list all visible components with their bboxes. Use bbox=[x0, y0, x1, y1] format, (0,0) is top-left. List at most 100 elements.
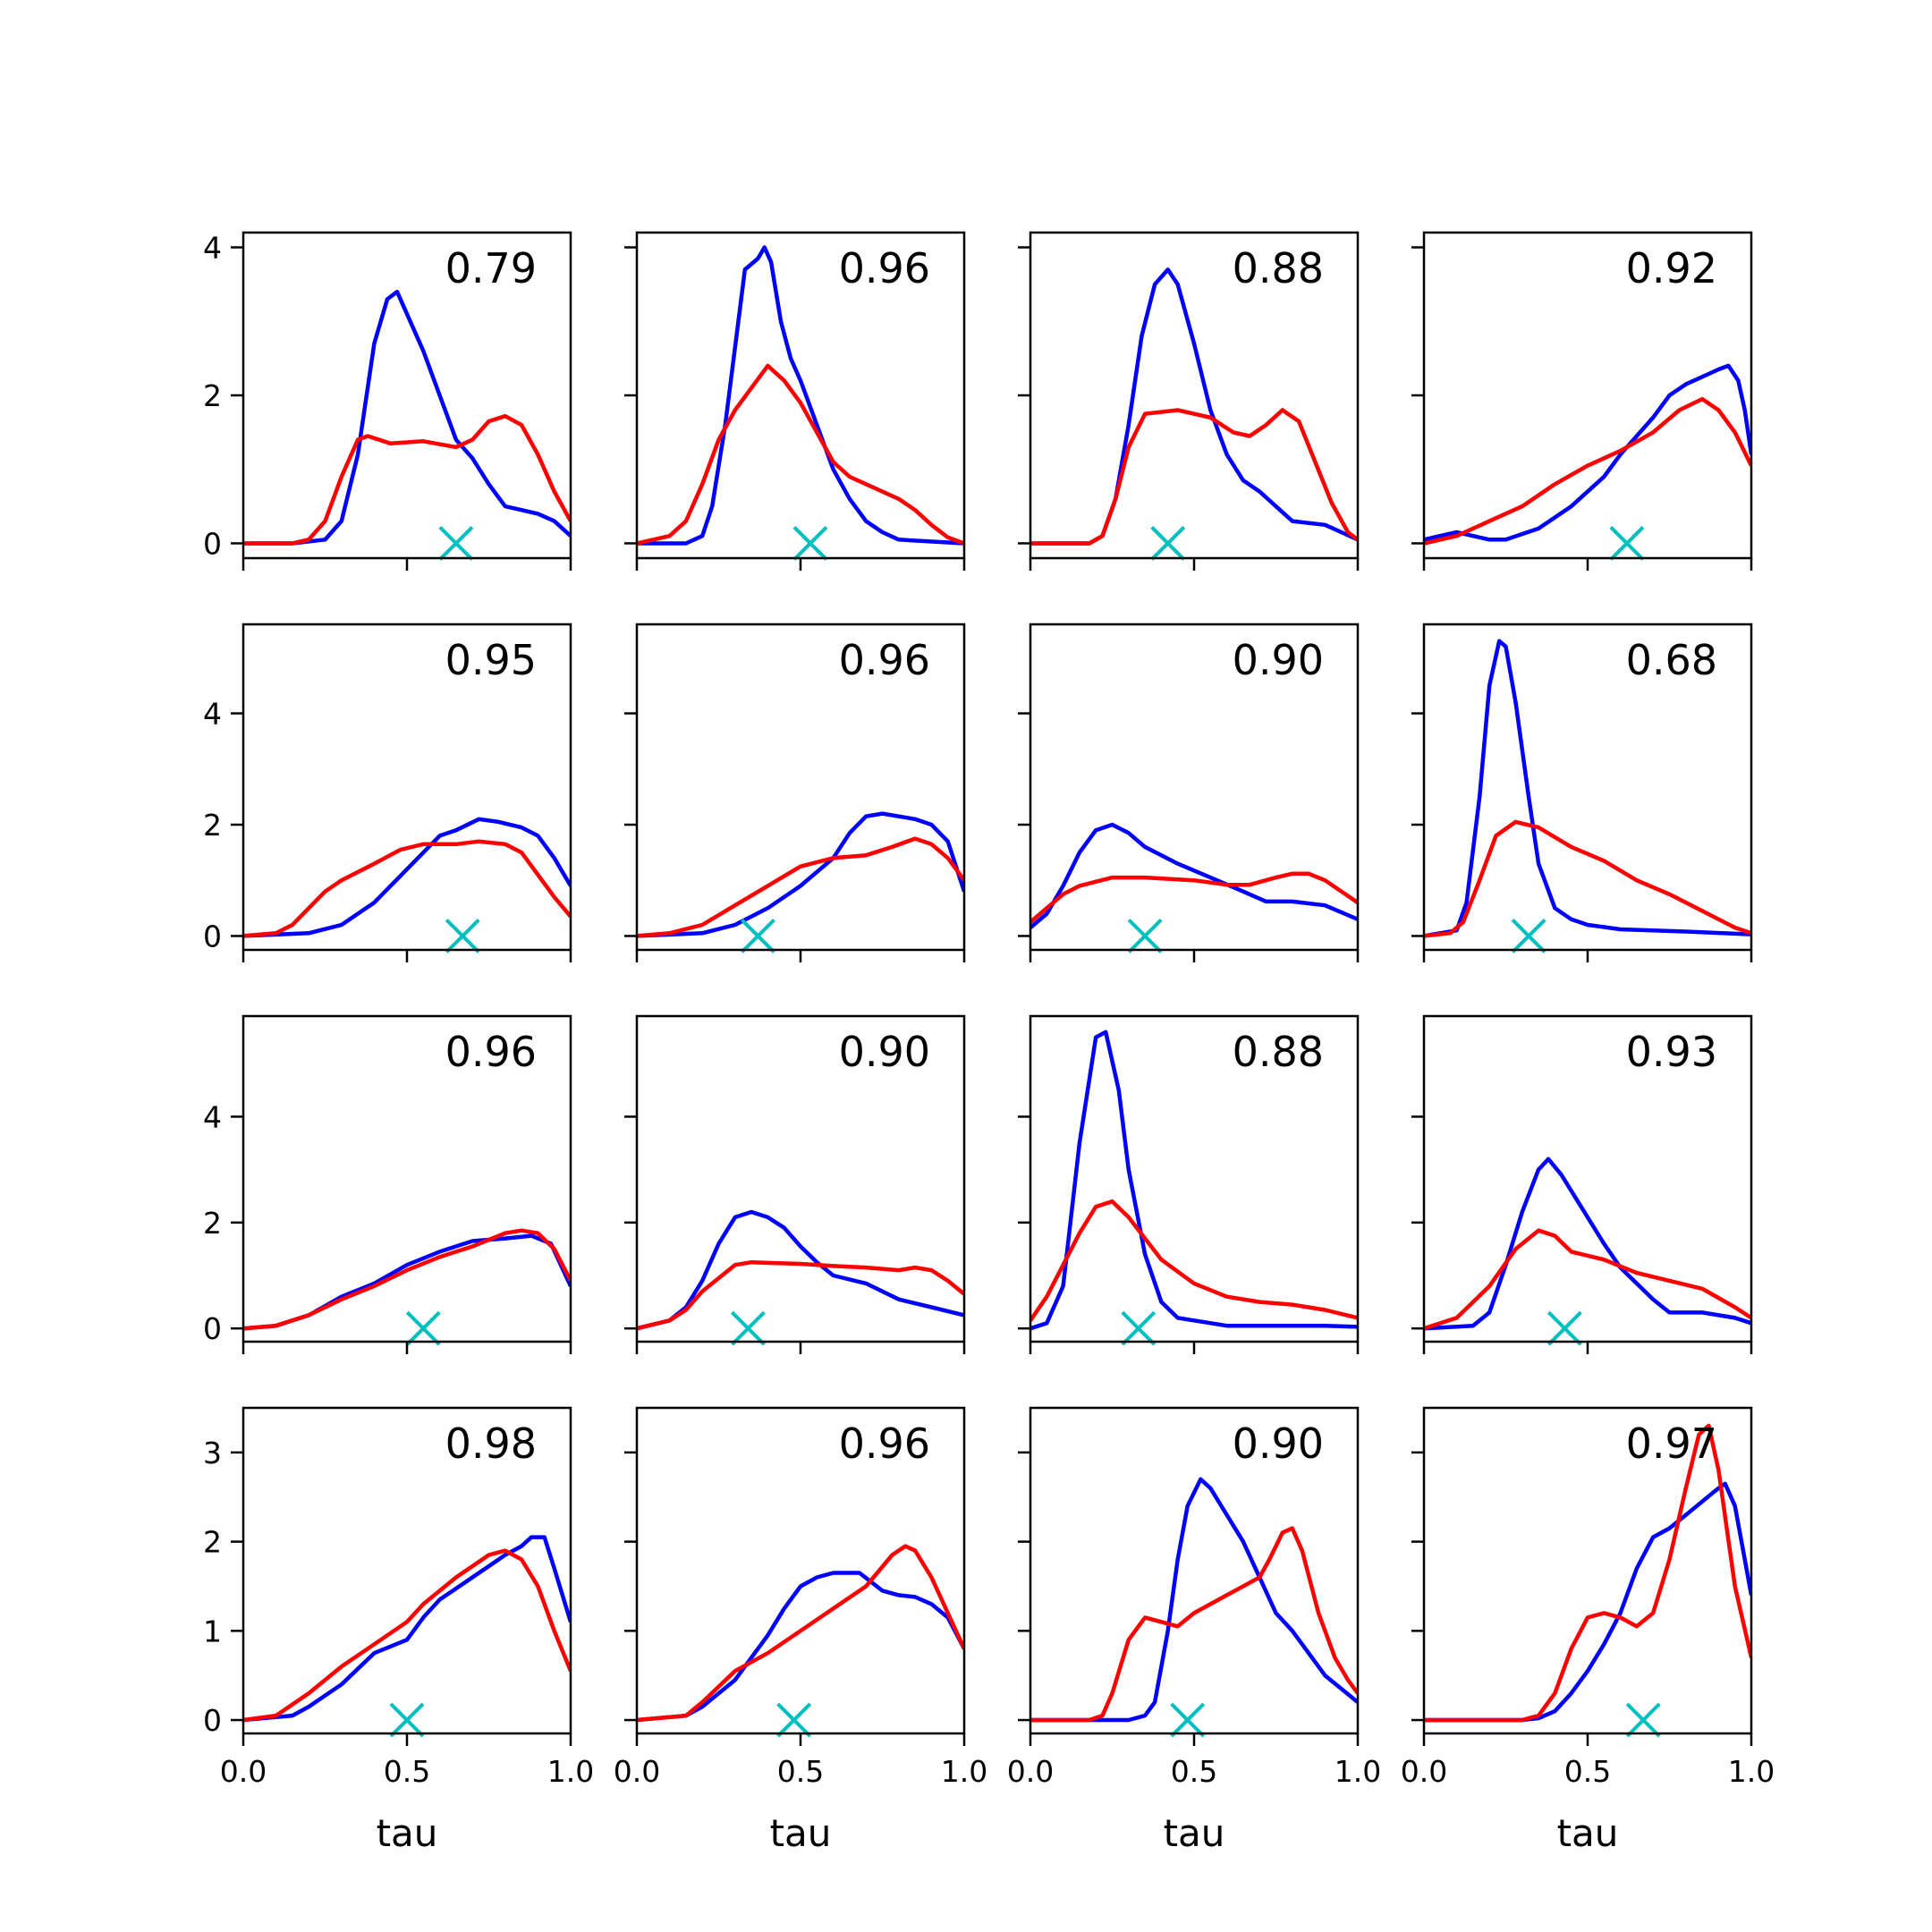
panel-score-label: 0.96 bbox=[839, 636, 930, 684]
subplot-1: 0 2 4 0.79 bbox=[203, 231, 572, 571]
red-series-line bbox=[637, 363, 964, 546]
plot-area bbox=[637, 811, 964, 938]
x-marker bbox=[1546, 1310, 1582, 1346]
panel-score-label: 0.96 bbox=[839, 244, 930, 292]
panel-score-label: 0.92 bbox=[1626, 244, 1717, 292]
red-series-line bbox=[1424, 819, 1751, 938]
y-tick-label: 2 bbox=[203, 1206, 222, 1241]
x-marker bbox=[792, 526, 828, 561]
panel-score-label: 0.88 bbox=[1233, 1028, 1324, 1076]
plot-area bbox=[637, 1209, 964, 1331]
y-tick-label: 2 bbox=[203, 378, 222, 413]
y-tick-label: 0 bbox=[203, 1311, 222, 1346]
blue-series-line bbox=[637, 811, 964, 938]
plot-area bbox=[1030, 1030, 1358, 1331]
plot-area bbox=[637, 245, 964, 546]
blue-series-line bbox=[637, 245, 964, 546]
subplot-7: 0.90 bbox=[1018, 623, 1360, 962]
panel-score-label: 0.95 bbox=[445, 636, 537, 684]
x-tick-label: 1.0 bbox=[941, 1754, 987, 1789]
x-marker bbox=[1625, 1702, 1661, 1738]
panel-score-label: 0.96 bbox=[445, 1028, 537, 1076]
plot-area bbox=[1030, 267, 1358, 546]
red-series-line bbox=[243, 1548, 571, 1723]
blue-series-line bbox=[1030, 822, 1358, 929]
x-marker bbox=[776, 1702, 812, 1738]
subplot-15: 0.0 0.5 1.0 0.90 tau bbox=[1007, 1406, 1381, 1855]
subplot-10: 0.90 bbox=[624, 1014, 966, 1354]
panel-score-label: 0.90 bbox=[1233, 1419, 1324, 1468]
panel-score-label: 0.90 bbox=[1233, 636, 1324, 684]
red-series-line bbox=[243, 839, 571, 938]
subplot-2: 0.96 bbox=[624, 231, 966, 571]
red-series-line bbox=[243, 413, 571, 546]
x-axis-label: tau bbox=[377, 1811, 438, 1855]
x-tick-label: 1.0 bbox=[1335, 1754, 1381, 1789]
plot-area bbox=[243, 817, 571, 938]
x-tick-label: 0.0 bbox=[220, 1754, 267, 1789]
panel-score-label: 0.79 bbox=[445, 244, 537, 292]
x-marker bbox=[1609, 526, 1645, 561]
subplot-12: 0.93 bbox=[1411, 1014, 1753, 1354]
x-marker bbox=[1170, 1702, 1206, 1738]
x-marker bbox=[731, 1310, 766, 1346]
red-series-line bbox=[1030, 1526, 1358, 1723]
panel-score-label: 0.90 bbox=[839, 1028, 930, 1076]
plot-area bbox=[1030, 1477, 1358, 1723]
plot-area bbox=[1424, 639, 1751, 938]
subplot-3: 0.88 bbox=[1018, 231, 1360, 571]
blue-series-line bbox=[1424, 1481, 1751, 1723]
panel-score-label: 0.98 bbox=[445, 1419, 537, 1468]
subplot-16: 0.0 0.5 1.0 0.97 tau bbox=[1401, 1406, 1775, 1855]
y-tick-label: 0 bbox=[203, 919, 222, 953]
plot-area bbox=[637, 1544, 964, 1723]
red-series-line bbox=[1424, 1228, 1751, 1331]
x-marker bbox=[741, 919, 775, 953]
panel-score-label: 0.93 bbox=[1626, 1028, 1717, 1076]
red-series-line bbox=[1424, 1423, 1751, 1723]
x-marker bbox=[1511, 919, 1546, 953]
x-tick-label: 0.5 bbox=[1171, 1754, 1217, 1789]
plot-area bbox=[1030, 822, 1358, 929]
x-marker bbox=[445, 919, 480, 953]
red-series-line bbox=[637, 1544, 964, 1723]
subplot-13: 0.0 0.5 1.0 0 1 2 3 0.98 tau bbox=[203, 1406, 594, 1855]
blue-series-line bbox=[1424, 1157, 1751, 1331]
blue-series-line bbox=[1030, 1030, 1358, 1331]
x-marker bbox=[389, 1702, 425, 1738]
x-tick-label: 1.0 bbox=[547, 1754, 594, 1789]
x-axis-label: tau bbox=[1164, 1811, 1225, 1855]
red-series-line bbox=[637, 836, 964, 938]
blue-series-line bbox=[637, 1571, 964, 1723]
plot-area bbox=[1424, 1157, 1751, 1331]
plot-area bbox=[243, 289, 571, 546]
x-axis-label: tau bbox=[770, 1811, 832, 1855]
x-marker bbox=[1150, 526, 1186, 561]
plot-area bbox=[1424, 1423, 1751, 1723]
plot-area bbox=[243, 1228, 571, 1331]
plot-area bbox=[1424, 363, 1751, 546]
y-tick-label: 1 bbox=[203, 1614, 222, 1648]
blue-series-line bbox=[243, 817, 571, 938]
blue-series-line bbox=[243, 1535, 571, 1723]
x-tick-label: 0.0 bbox=[614, 1754, 660, 1789]
red-series-line bbox=[1030, 408, 1358, 546]
y-tick-label: 2 bbox=[203, 808, 222, 843]
subplot-5: 0 2 4 0.95 bbox=[203, 623, 572, 962]
x-axis-label: tau bbox=[1557, 1811, 1619, 1855]
x-tick-label: 1.0 bbox=[1728, 1754, 1775, 1789]
x-marker bbox=[1121, 1310, 1157, 1346]
blue-series-line bbox=[1424, 639, 1751, 938]
x-tick-label: 0.0 bbox=[1401, 1754, 1447, 1789]
plot-area bbox=[243, 1535, 571, 1723]
red-series-line bbox=[1424, 396, 1751, 546]
panel-score-label: 0.96 bbox=[839, 1419, 930, 1468]
panel-score-label: 0.97 bbox=[1626, 1419, 1717, 1468]
x-tick-label: 0.5 bbox=[1564, 1754, 1611, 1789]
y-tick-label: 4 bbox=[203, 697, 222, 732]
x-tick-label: 0.5 bbox=[384, 1754, 430, 1789]
blue-series-line bbox=[637, 1209, 964, 1331]
subplot-8: 0.68 bbox=[1411, 623, 1753, 962]
blue-series-line bbox=[243, 289, 571, 546]
x-marker bbox=[438, 526, 474, 561]
